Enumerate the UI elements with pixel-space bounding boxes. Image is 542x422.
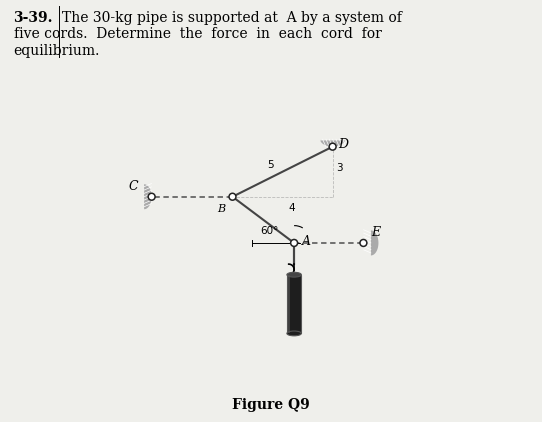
Text: 3: 3 xyxy=(337,163,343,173)
Polygon shape xyxy=(320,139,345,147)
Text: equilibrium.: equilibrium. xyxy=(14,44,100,58)
Circle shape xyxy=(291,239,298,246)
Text: five cords.  Determine  the  force  in  each  cord  for: five cords. Determine the force in each … xyxy=(14,27,382,41)
Text: E: E xyxy=(371,226,380,239)
Text: D: D xyxy=(338,138,349,151)
Circle shape xyxy=(229,193,236,200)
Text: 3-39.: 3-39. xyxy=(14,11,53,24)
Text: The 30-kg pipe is supported at  A by a system of: The 30-kg pipe is supported at A by a sy… xyxy=(62,11,402,24)
Text: 60°: 60° xyxy=(260,226,278,236)
Text: B: B xyxy=(218,204,226,214)
Bar xyxy=(287,275,301,333)
Bar xyxy=(288,275,290,333)
Polygon shape xyxy=(144,184,152,209)
Text: 4: 4 xyxy=(289,203,295,213)
Ellipse shape xyxy=(287,272,301,277)
Circle shape xyxy=(148,193,155,200)
Text: C: C xyxy=(128,180,138,193)
Text: 5: 5 xyxy=(267,160,273,170)
Text: Figure Q9: Figure Q9 xyxy=(232,398,310,412)
Text: A: A xyxy=(302,235,311,248)
Ellipse shape xyxy=(287,331,301,336)
Polygon shape xyxy=(371,230,378,255)
Circle shape xyxy=(360,239,367,246)
Circle shape xyxy=(329,143,336,150)
